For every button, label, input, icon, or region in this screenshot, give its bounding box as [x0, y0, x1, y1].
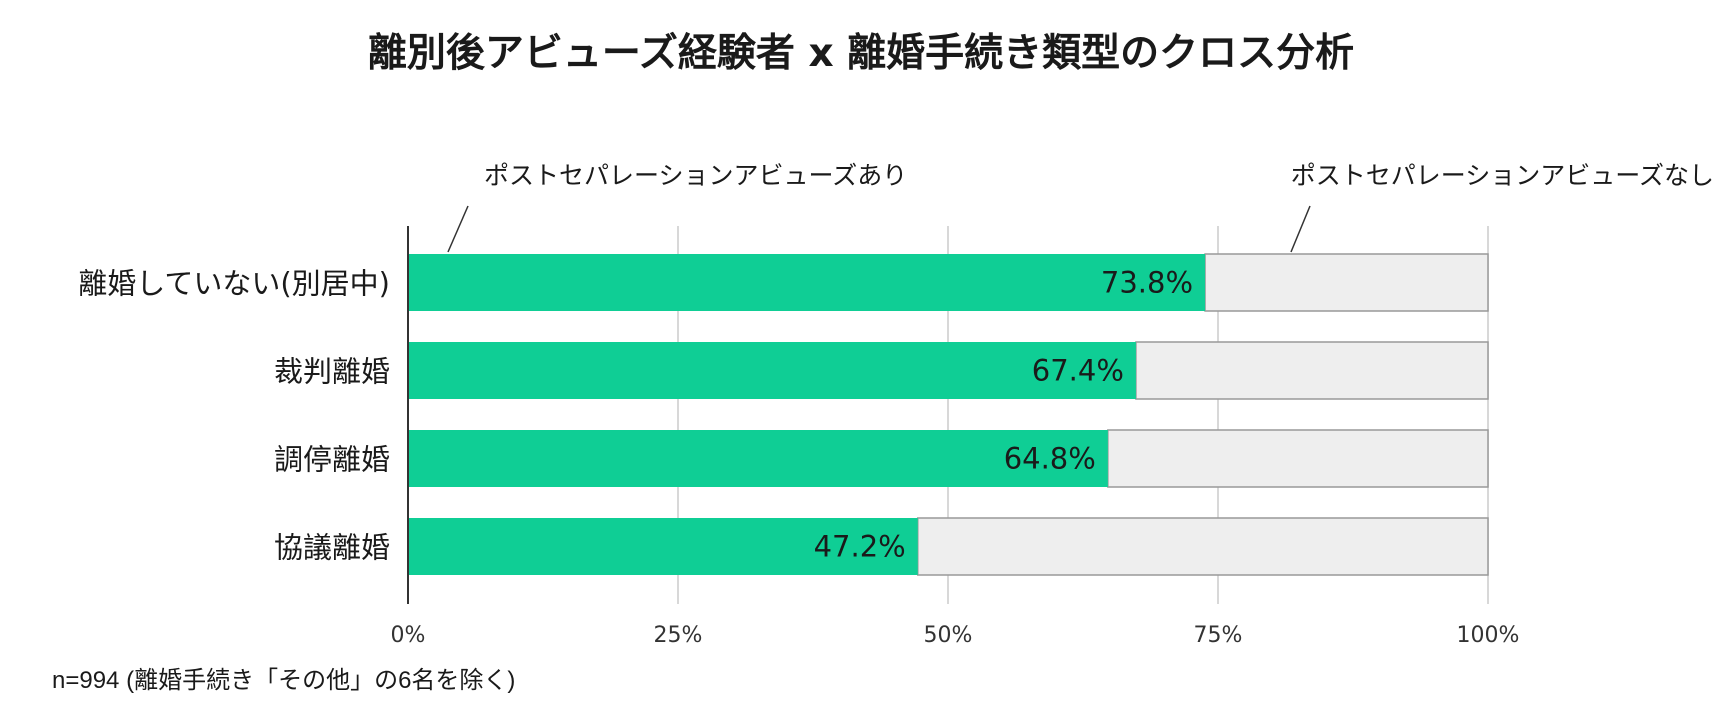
- x-tick-label: 25%: [654, 623, 703, 648]
- legend-label-with-abuse: ポストセパレーションアビューズあり: [484, 161, 907, 190]
- bar-without-abuse: [1135, 341, 1489, 400]
- bar-with-abuse: [408, 254, 1206, 311]
- sample-size-footnote: n=994 (離婚手続き「その他」の6名を除く): [52, 667, 516, 694]
- x-tick-label: 100%: [1457, 623, 1520, 648]
- x-tick-label: 0%: [391, 623, 426, 648]
- chart-title: 離別後アビューズ経験者 x 離婚手続き類型のクロス分析: [367, 31, 1355, 76]
- legend-label-without-abuse: ポストセパレーションアビューズなし: [1291, 161, 1714, 190]
- category-label: 裁判離婚: [274, 355, 390, 389]
- bar-without-abuse: [917, 517, 1489, 576]
- bar-with-abuse: [408, 430, 1108, 487]
- category-label: 離婚していない(別居中): [78, 267, 390, 301]
- bars: [407, 226, 1489, 604]
- legend-leader-line: [1290, 205, 1311, 253]
- data-label: 67.4%: [1032, 354, 1124, 388]
- labels: 0% 25% 50% 75% 100% 73.8% 離婚していない(別居中) 67.4% 裁判離…: [78, 266, 1519, 649]
- legend-leader-line: [447, 205, 469, 253]
- category-label: 調停離婚: [274, 443, 390, 477]
- bar-with-abuse: [408, 342, 1136, 399]
- legend-callouts: ポストセパレーションアビューズあり ポストセパレーションアビューズなし: [447, 161, 1714, 253]
- bar-without-abuse: [1107, 429, 1489, 488]
- data-label: 47.2%: [814, 530, 906, 564]
- bar-with-abuse: [408, 518, 918, 575]
- data-label: 73.8%: [1101, 266, 1193, 300]
- category-label: 協議離婚: [274, 531, 390, 565]
- x-tick-label: 75%: [1194, 623, 1243, 648]
- x-tick-label: 50%: [924, 623, 973, 648]
- bar-without-abuse: [1204, 253, 1489, 312]
- data-label: 64.8%: [1004, 442, 1096, 476]
